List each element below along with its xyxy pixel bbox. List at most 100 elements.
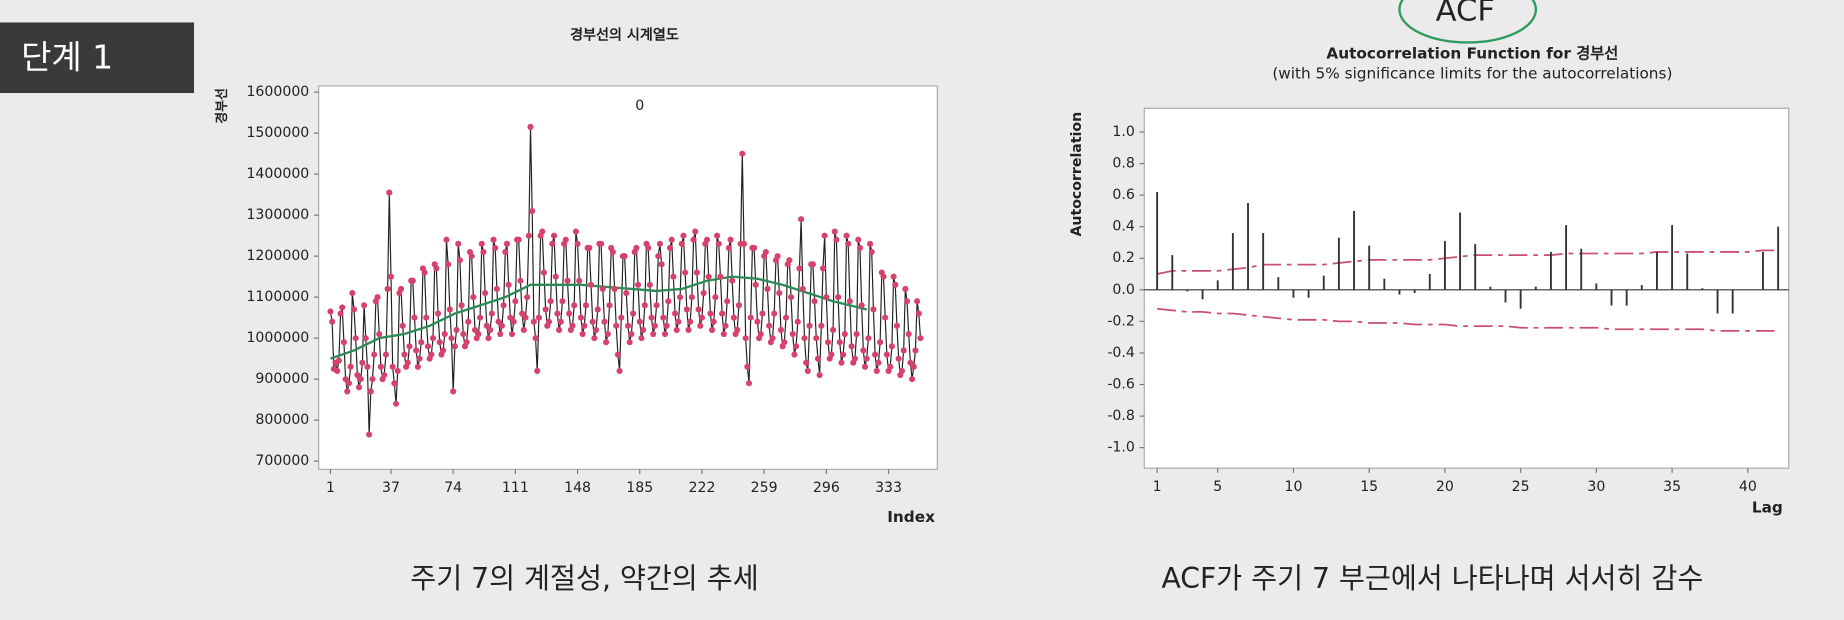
data-point	[799, 285, 806, 292]
data-point	[697, 322, 704, 329]
data-point	[841, 330, 848, 338]
data-point	[493, 285, 500, 292]
data-point	[519, 310, 526, 317]
data-point	[739, 150, 746, 157]
plot-area	[318, 85, 938, 470]
data-point	[334, 367, 341, 375]
y-tick-label: 0.4	[1112, 219, 1134, 235]
data-point	[455, 240, 462, 247]
significance-limit	[1157, 307, 1779, 332]
data-point	[890, 273, 897, 280]
data-point	[665, 298, 672, 305]
data-point	[540, 269, 548, 276]
data-point	[559, 298, 566, 305]
data-point	[872, 351, 879, 358]
data-point	[877, 339, 884, 346]
data-point	[682, 269, 689, 276]
annotation: ACF	[1436, 0, 1495, 28]
data-point	[813, 335, 820, 342]
data-point	[611, 285, 618, 292]
data-point	[389, 363, 396, 370]
data-point	[522, 314, 529, 321]
caption: 주기 7의 계절성, 약간의 추세	[410, 562, 758, 595]
data-point	[717, 273, 724, 280]
chart-title: 경부선의 시계열도	[570, 26, 679, 43]
data-point	[777, 326, 785, 333]
y-tick-label: 1100000	[246, 289, 309, 305]
y-axis-label: 경부선	[214, 88, 230, 124]
data-point	[386, 189, 393, 196]
data-point	[747, 314, 754, 321]
data-point	[411, 314, 418, 321]
data-point	[722, 322, 729, 329]
data-point	[609, 248, 616, 256]
y-tick-label: -0.8	[1107, 408, 1135, 424]
data-point	[549, 240, 556, 247]
data-point	[719, 310, 726, 317]
x-tick-label: 35	[1663, 479, 1681, 495]
data-point	[453, 326, 460, 333]
data-point	[781, 339, 788, 346]
data-point	[740, 240, 748, 247]
y-tick-label: 1300000	[246, 207, 309, 223]
data-point	[421, 269, 428, 276]
data-point	[503, 240, 511, 247]
data-point	[441, 330, 448, 338]
data-point	[434, 310, 442, 317]
data-point	[873, 367, 880, 375]
data-point	[477, 314, 484, 321]
data-point	[471, 326, 479, 333]
data-point	[714, 232, 721, 239]
data-point	[409, 277, 416, 284]
data-point	[863, 355, 870, 362]
data-point	[866, 240, 874, 247]
data-point	[801, 335, 808, 342]
data-point	[618, 314, 625, 321]
y-tick-label: -0.4	[1107, 345, 1135, 361]
data-point	[875, 359, 882, 366]
data-point	[482, 289, 489, 297]
data-point	[445, 261, 452, 268]
data-point	[483, 322, 490, 329]
data-point	[524, 294, 531, 301]
data-point	[542, 306, 549, 313]
data-point	[776, 289, 783, 297]
data-point	[539, 228, 546, 235]
data-point	[387, 273, 395, 280]
data-point	[861, 363, 869, 370]
data-point	[374, 294, 381, 301]
data-point	[394, 367, 401, 375]
data-point	[384, 285, 391, 292]
data-point	[900, 347, 907, 354]
data-point	[623, 289, 630, 297]
x-tick-label: 296	[813, 480, 840, 496]
y-axis-label: Autocorrelation	[1069, 112, 1085, 237]
data-point	[342, 376, 349, 383]
data-point	[672, 310, 679, 317]
data-point	[576, 277, 583, 284]
data-point	[712, 294, 719, 301]
data-point	[465, 318, 472, 325]
data-point	[751, 244, 758, 251]
data-point	[604, 330, 611, 338]
plot-area	[1143, 107, 1790, 469]
x-axis-label: Lag	[1752, 499, 1783, 517]
data-point	[337, 310, 344, 317]
data-point	[510, 318, 517, 325]
data-point	[599, 285, 606, 292]
data-point	[666, 244, 674, 251]
data-point	[828, 351, 835, 358]
data-point	[870, 306, 877, 313]
data-point	[791, 351, 798, 358]
data-point	[552, 273, 559, 280]
data-point	[586, 244, 593, 251]
data-point	[804, 367, 811, 375]
data-point	[569, 322, 576, 329]
data-point	[646, 281, 653, 288]
data-point	[492, 244, 499, 251]
data-point	[898, 367, 906, 375]
data-point	[833, 236, 840, 243]
data-point	[606, 302, 613, 309]
data-point	[460, 330, 467, 338]
data-point	[668, 236, 675, 243]
